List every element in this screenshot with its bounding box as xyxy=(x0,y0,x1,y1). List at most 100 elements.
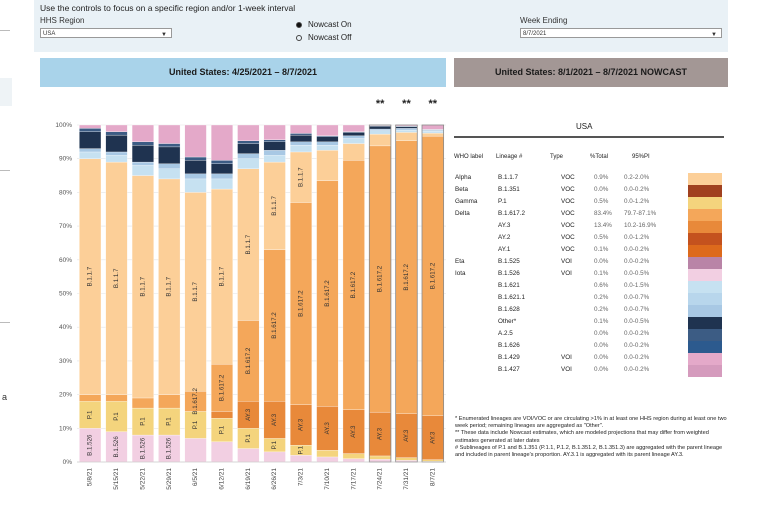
y-tick-label: 60% xyxy=(59,257,72,264)
col-total: %Total xyxy=(590,154,609,160)
lineage-color-swatch xyxy=(688,233,722,245)
bar-label: AY.3 xyxy=(324,422,331,435)
lineage-cell: B.1.429 xyxy=(498,354,520,361)
bar-segment xyxy=(105,131,128,136)
x-tick-label: 7/17/21 xyxy=(350,468,357,490)
nowcast-on-label: Nowcast On xyxy=(308,20,352,29)
bar-segment xyxy=(237,158,260,169)
bar-label: B.1.1.7 xyxy=(139,276,146,296)
pi-cell: 0.0-0.7% xyxy=(624,306,650,313)
lineage-color-swatch xyxy=(688,173,722,185)
variant-proportions-chart: 0% 10% 20% 30% 40% 50% 60% 70% 80% 90% 100% B.1.526… xyxy=(55,98,446,490)
lineage-color-swatch xyxy=(688,329,722,341)
y-tick-label: 40% xyxy=(59,324,72,331)
bar-segment xyxy=(211,160,233,164)
region-label: HHS Region xyxy=(40,16,85,25)
bar-label: B.1.617.2 xyxy=(324,280,331,307)
bar-segment xyxy=(342,453,365,459)
lineage-color-swatch xyxy=(688,197,722,209)
pi-cell: 0.0-0.5% xyxy=(624,270,650,277)
bar-label: P.1 xyxy=(113,412,120,421)
bar-label: P.1 xyxy=(166,417,173,426)
bar-segment xyxy=(131,397,154,409)
nowcast-off-label: Nowcast Off xyxy=(308,33,352,42)
nowcast-off-radio[interactable]: Nowcast Off xyxy=(296,33,351,42)
type-cell: VOC xyxy=(561,210,575,217)
bar-segment xyxy=(211,441,233,463)
bar-segment xyxy=(105,394,128,402)
footnote-1: * Enumerated lineages are VOI/VOC or are… xyxy=(455,416,727,430)
bar-segment xyxy=(263,451,286,463)
who-label-cell: Iota xyxy=(455,270,466,277)
total-cell: 83.4% xyxy=(594,210,612,217)
bar-segment xyxy=(342,124,365,132)
total-cell: 0.6% xyxy=(594,282,609,289)
bar-segment xyxy=(369,459,392,463)
type-cell: VOC xyxy=(561,174,575,181)
lineage-cell: AY.2 xyxy=(498,234,511,241)
total-cell: 0.0% xyxy=(594,330,609,337)
x-tick-label: 7/10/21 xyxy=(324,468,331,490)
bar-label: B.1.1.7 xyxy=(113,268,120,288)
bar-segment xyxy=(184,160,207,175)
bar-segment xyxy=(342,143,365,161)
type-cell: VOC xyxy=(561,246,575,253)
pi-cell: 0.0-0.2% xyxy=(624,258,650,265)
bar-label: B.1.617.2 xyxy=(377,265,384,292)
bar-label: AY.3 xyxy=(403,429,410,442)
pi-cell: 79.7-87.1% xyxy=(624,210,657,217)
bar-segment xyxy=(184,438,207,463)
bar-label: AY.3 xyxy=(350,425,357,438)
bar-segment xyxy=(184,124,207,158)
lineage-cell: B.1.626 xyxy=(498,342,520,349)
lineage-color-swatch xyxy=(688,353,722,365)
lineage-cell: B.1.526 xyxy=(498,270,520,277)
bar-segment xyxy=(421,124,444,130)
pi-cell: 0.0-0.2% xyxy=(624,246,650,253)
week-ending-select[interactable]: 8/7/2021 ▼ xyxy=(520,28,722,38)
bar-label: B.1.617.2 xyxy=(218,374,225,401)
week-ending-label: Week Ending xyxy=(520,16,568,25)
lineage-color-swatch xyxy=(688,341,722,353)
bar-segment xyxy=(79,394,102,402)
bar-segment xyxy=(421,130,444,134)
bar-segment xyxy=(237,140,260,144)
total-cell: 0.9% xyxy=(594,174,609,181)
bar-segment xyxy=(369,455,392,460)
x-tick-label: 6/19/21 xyxy=(245,468,252,490)
lineage-color-swatch xyxy=(688,305,722,317)
x-tick-label: 6/26/21 xyxy=(271,468,278,490)
bar-label: B.1.617.2 xyxy=(429,262,436,289)
bar-segment xyxy=(237,124,260,141)
lineage-cell: P.1 xyxy=(498,198,507,205)
pi-cell: 0.0-1.2% xyxy=(624,234,650,241)
bar-label: B.1.1.7 xyxy=(218,266,225,286)
radio-empty-icon xyxy=(296,34,302,41)
who-label-cell: Delta xyxy=(455,210,470,217)
bar-segment xyxy=(105,124,128,132)
region-select[interactable]: USA ▼ xyxy=(40,28,172,38)
chevron-down-icon: ▼ xyxy=(161,32,167,38)
pi-cell: 0.0-0.2% xyxy=(624,186,650,193)
filter-controls: Use the controls to focus on a specific … xyxy=(34,0,728,52)
type-cell: VOC xyxy=(561,198,575,205)
bar-label: B.1.617.2 xyxy=(245,347,252,374)
nowcast-on-radio[interactable]: Nowcast On xyxy=(296,20,352,29)
bar-label: P.1 xyxy=(218,425,225,434)
footnote-2: ** These data include Nowcast estimates,… xyxy=(455,430,709,444)
left-gutter: a xyxy=(0,0,34,512)
total-cell: 0.5% xyxy=(594,234,609,241)
total-cell: 0.1% xyxy=(594,246,609,253)
pi-cell: 0.0-0.2% xyxy=(624,342,650,349)
total-cell: 13.4% xyxy=(594,222,612,229)
pi-cell: 0.0-0.2% xyxy=(624,354,650,361)
nowcast-marker: ** xyxy=(376,98,385,110)
bar-segment xyxy=(211,178,233,190)
bar-segment xyxy=(131,145,154,163)
bar-segment xyxy=(369,133,392,147)
pi-cell: 0.0-1.2% xyxy=(624,198,650,205)
bar-label: AY.3 xyxy=(429,431,436,444)
pi-cell: 0.0-0.2% xyxy=(624,366,650,373)
bar-segment xyxy=(79,128,102,132)
bar-label: B.1.1.7 xyxy=(87,266,94,286)
